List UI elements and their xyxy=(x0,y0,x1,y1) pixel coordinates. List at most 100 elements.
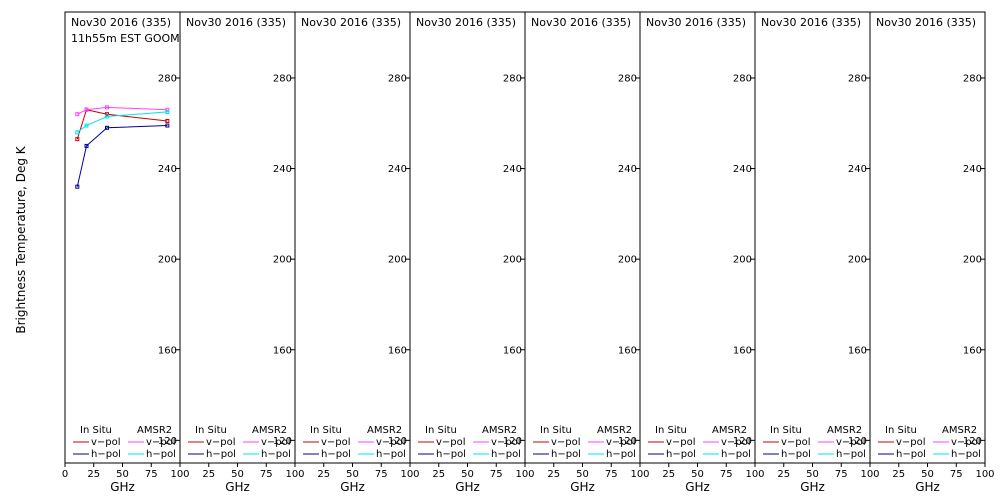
x-tick-label: 25 xyxy=(892,469,905,480)
x-tick-label: 75 xyxy=(720,469,733,480)
legend-label-amsr2-hpol: h−pol xyxy=(606,449,636,460)
x-tick-label: 50 xyxy=(346,469,359,480)
x-tick-label: 75 xyxy=(950,469,963,480)
x-axis-label: GHz xyxy=(800,480,825,494)
y-tick-label: 240 xyxy=(503,164,522,175)
x-axis-label: GHz xyxy=(225,480,250,494)
legend-label-amsr2-vpol: v−pol xyxy=(376,437,406,448)
y-axis-label: Brightness Temperature, Deg K xyxy=(14,145,28,333)
y-tick-label: 160 xyxy=(733,345,752,356)
panel-5: Nov30 2016 (335) 120 160 200 240 280 25 50 75 100… xyxy=(524,11,650,494)
panel-title: Nov30 2016 (335) xyxy=(71,16,171,29)
y-tick-label: 240 xyxy=(618,164,637,175)
y-tick-label: 200 xyxy=(963,255,982,266)
legend-group-amsr2: AMSR2 xyxy=(712,425,747,436)
legend-label-amsr2-vpol: v−pol xyxy=(836,437,866,448)
series-line-insitu_v xyxy=(76,109,168,140)
y-tick-label: 200 xyxy=(618,255,637,266)
x-tick-label: 100 xyxy=(285,469,304,480)
panel-title: Nov30 2016 (335) xyxy=(646,16,746,29)
y-tick-label: 160 xyxy=(848,345,867,356)
x-axis-label: GHz xyxy=(685,480,710,494)
y-tick-label: 120 xyxy=(963,436,982,447)
legend-label-amsr2-vpol: v−pol xyxy=(606,437,636,448)
panel-title: Nov30 2016 (335) xyxy=(416,16,516,29)
y-tick-label: 160 xyxy=(618,345,637,356)
data-point-amsr2_v xyxy=(165,107,170,112)
x-tick-label: 100 xyxy=(400,469,419,480)
legend-group-in-situ: In Situ xyxy=(770,425,802,436)
y-tick-label: 240 xyxy=(733,164,752,175)
x-axis-label: GHz xyxy=(110,480,135,494)
x-tick-label: 25 xyxy=(317,469,330,480)
x-tick-label: 100 xyxy=(975,469,994,480)
legend-label-in-situ-vpol: v−pol xyxy=(551,437,581,448)
y-tick-label: 120 xyxy=(848,436,867,447)
x-tick-label: 100 xyxy=(860,469,879,480)
panel-title: Nov30 2016 (335) xyxy=(876,16,976,29)
legend-label-amsr2-hpol: h−pol xyxy=(951,449,981,460)
x-tick-label: 50 xyxy=(691,469,704,480)
data-point-insitu_v xyxy=(75,137,80,142)
y-tick-label: 240 xyxy=(388,164,407,175)
data-point-amsr2_h xyxy=(75,130,80,135)
x-tick-label: 0 xyxy=(62,469,68,480)
data-point-amsr2_v xyxy=(75,112,80,117)
y-tick-label: 200 xyxy=(273,255,292,266)
x-tick-label: 75 xyxy=(375,469,388,480)
legend-label-in-situ-hpol: h−pol xyxy=(896,449,926,460)
x-axis-label: GHz xyxy=(455,480,480,494)
legend-group-in-situ: In Situ xyxy=(195,425,227,436)
y-tick-label: 240 xyxy=(963,164,982,175)
x-tick-label: 25 xyxy=(202,469,215,480)
legend-label-in-situ-hpol: h−pol xyxy=(781,449,811,460)
legend-group-in-situ: In Situ xyxy=(540,425,572,436)
y-tick-label: 240 xyxy=(158,164,177,175)
y-tick-label: 120 xyxy=(618,436,637,447)
legend-label-amsr2-vpol: v−pol xyxy=(261,437,291,448)
legend-label-in-situ-vpol: v−pol xyxy=(321,437,351,448)
x-tick-label: 100 xyxy=(630,469,649,480)
legend-group-amsr2: AMSR2 xyxy=(482,425,517,436)
x-tick-label: 75 xyxy=(835,469,848,480)
legend-label-in-situ-vpol: v−pol xyxy=(781,437,811,448)
panels-group: Nov30 2016 (335) 11h55m EST GOOM 120 160 200… xyxy=(62,11,995,494)
x-tick-label: 75 xyxy=(605,469,618,480)
panel-2: Nov30 2016 (335) 120 160 200 240 280 25 50 75 100… xyxy=(179,11,305,494)
y-tick-label: 200 xyxy=(388,255,407,266)
legend-label-in-situ-hpol: h−pol xyxy=(91,449,121,460)
x-tick-label: 75 xyxy=(260,469,273,480)
y-tick-label: 280 xyxy=(158,73,177,84)
x-tick-label: 25 xyxy=(662,469,675,480)
x-axis-label: GHz xyxy=(340,480,365,494)
data-point-insitu_v xyxy=(165,119,170,124)
panel-4: Nov30 2016 (335) 120 160 200 240 280 25 50 75 100… xyxy=(409,11,535,494)
data-point-insitu_h xyxy=(75,184,80,189)
legend-group-in-situ: In Situ xyxy=(425,425,457,436)
legend-label-amsr2-hpol: h−pol xyxy=(836,449,866,460)
y-tick-label: 160 xyxy=(963,345,982,356)
legend-group-amsr2: AMSR2 xyxy=(137,425,172,436)
data-point-insitu_h xyxy=(165,123,170,128)
y-tick-label: 280 xyxy=(273,73,292,84)
x-tick-label: 25 xyxy=(547,469,560,480)
legend-group-in-situ: In Situ xyxy=(885,425,917,436)
x-tick-label: 50 xyxy=(231,469,244,480)
x-tick-label: 25 xyxy=(87,469,100,480)
y-tick-label: 200 xyxy=(503,255,522,266)
y-tick-label: 200 xyxy=(158,255,177,266)
data-point-amsr2_v xyxy=(104,105,109,110)
y-tick-label: 280 xyxy=(848,73,867,84)
panel-title: Nov30 2016 (335) xyxy=(301,16,401,29)
legend-label-in-situ-hpol: h−pol xyxy=(321,449,351,460)
legend-group-amsr2: AMSR2 xyxy=(367,425,402,436)
legend-label-amsr2-vpol: v−pol xyxy=(721,437,751,448)
legend-label-in-situ-vpol: v−pol xyxy=(896,437,926,448)
series-line-insitu_h xyxy=(76,125,168,187)
data-point-amsr2_h xyxy=(104,114,109,119)
legend-group-in-situ: In Situ xyxy=(310,425,342,436)
panel-title: Nov30 2016 (335) xyxy=(761,16,861,29)
legend-group-in-situ: In Situ xyxy=(80,425,112,436)
legend-label-in-situ-vpol: v−pol xyxy=(206,437,236,448)
